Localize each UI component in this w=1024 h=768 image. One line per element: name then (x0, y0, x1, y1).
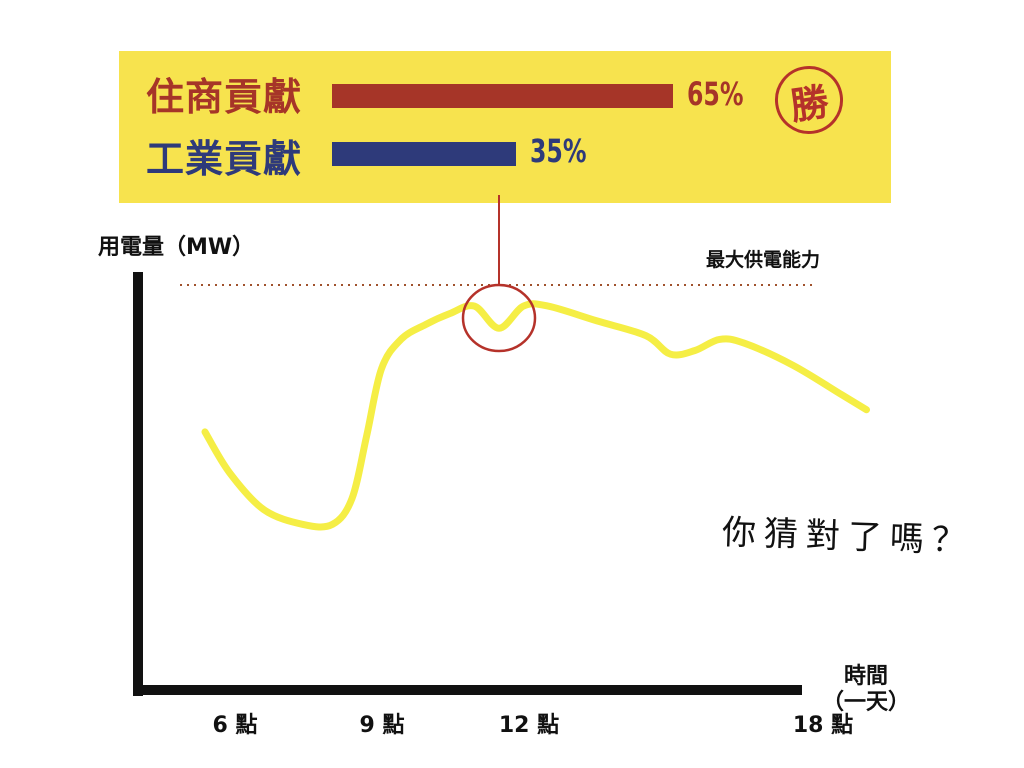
industrial-bar (332, 142, 516, 166)
commercial-bar (332, 84, 674, 108)
x-axis-label-line2: （一天） (822, 690, 911, 716)
x-tick-label: 6 點 (212, 713, 258, 738)
industrial-label: 工業貢獻 (146, 137, 303, 181)
x-tick-label: 12 點 (498, 713, 560, 738)
x-tick-label: 18 點 (792, 713, 854, 738)
commercial-label: 住商貢獻 (146, 75, 303, 119)
commercial-percent: 65% (687, 75, 744, 113)
x-tick-label: 9 點 (359, 713, 405, 738)
question-text: 你猜對了嗎？ (721, 512, 975, 562)
x-axis-label: 時間 （一天） (822, 664, 910, 717)
peak-highlight-circle (461, 283, 537, 353)
x-axis-label-line1: 時間 (844, 664, 889, 689)
capacity-label: 最大供電能力 (706, 249, 821, 271)
y-axis-label: 用電量（MW） (98, 235, 255, 260)
legend-panel: 住商貢獻 65% 勝 工業貢獻 35% (119, 51, 891, 203)
industrial-percent: 35% (529, 132, 587, 170)
demand-curve (201, 300, 870, 531)
